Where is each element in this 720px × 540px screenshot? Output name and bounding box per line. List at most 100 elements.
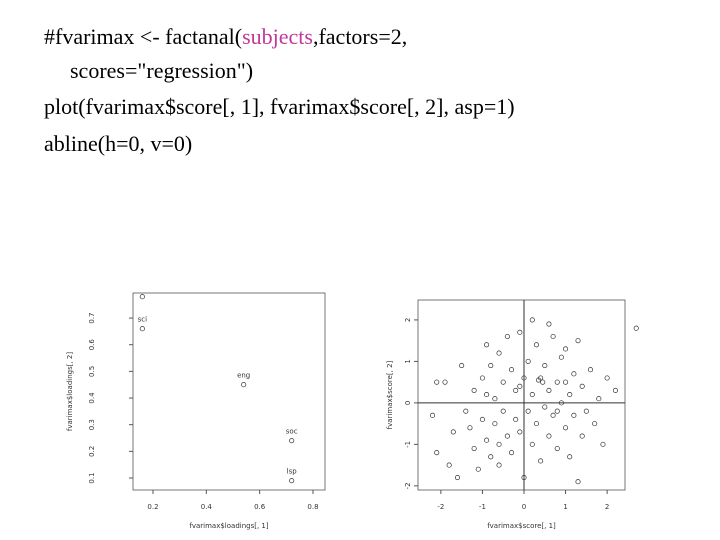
point	[529, 392, 535, 398]
point	[484, 437, 490, 443]
point	[471, 387, 477, 393]
point	[533, 342, 540, 348]
point	[508, 450, 515, 456]
point	[529, 441, 535, 447]
plot-box	[132, 292, 326, 491]
point	[434, 450, 440, 456]
point	[529, 317, 535, 323]
point	[571, 412, 577, 418]
x-axis-label: fvarimax$score[, 1]	[487, 522, 556, 530]
code-keyword: subjects	[242, 24, 313, 49]
point	[500, 408, 506, 414]
point	[517, 383, 523, 389]
point	[567, 392, 573, 398]
point	[604, 375, 610, 381]
x-tick-label: 1	[563, 503, 567, 511]
point	[475, 466, 481, 472]
point	[592, 421, 598, 427]
point-label: eng	[237, 372, 250, 380]
point	[563, 379, 569, 385]
point	[484, 342, 490, 348]
point	[517, 329, 523, 335]
point	[550, 333, 556, 340]
point	[517, 429, 523, 435]
point	[488, 362, 494, 369]
point	[139, 326, 145, 332]
point	[459, 362, 465, 369]
point	[488, 454, 494, 460]
point	[496, 350, 502, 356]
point	[429, 412, 436, 418]
point	[521, 375, 527, 381]
y-tick-label: 0.6	[88, 339, 96, 351]
point	[540, 379, 546, 385]
point	[563, 425, 569, 431]
point	[241, 382, 247, 388]
point	[492, 396, 498, 402]
point	[289, 478, 295, 484]
x-tick-label: 2	[605, 503, 609, 511]
point	[525, 358, 531, 364]
point-label: lsp	[287, 468, 298, 476]
point	[492, 421, 498, 427]
point	[434, 379, 440, 385]
point	[542, 362, 548, 369]
point	[508, 367, 515, 373]
point	[546, 433, 552, 439]
point	[538, 458, 544, 464]
point	[521, 475, 527, 481]
x-tick-label: -2	[437, 503, 444, 511]
y-tick-label: 0.7	[88, 312, 96, 323]
y-tick-label: 0	[404, 401, 412, 405]
x-axis-label: fvarimax$loadings[, 1]	[189, 522, 268, 530]
point	[504, 433, 510, 439]
x-tick-label: 0.6	[254, 503, 266, 511]
point	[463, 408, 469, 414]
point	[563, 346, 569, 352]
y-tick-label: 0.2	[88, 446, 96, 457]
point	[596, 396, 602, 402]
point	[575, 479, 581, 485]
point	[525, 408, 531, 414]
point	[575, 338, 581, 344]
point	[546, 321, 552, 327]
y-tick-label: 0.5	[88, 366, 96, 377]
point	[583, 408, 589, 414]
point	[446, 462, 452, 468]
point	[513, 416, 519, 423]
point	[533, 421, 540, 427]
point	[558, 354, 564, 360]
point	[289, 438, 295, 444]
point-label: soc	[286, 428, 298, 436]
x-tick-label: 0.2	[147, 503, 158, 511]
point	[600, 441, 606, 447]
code-text: #fvarimax <- factanal(	[44, 24, 243, 49]
point	[471, 445, 477, 452]
code-text: ,factors=2,	[312, 24, 408, 49]
point	[554, 379, 560, 385]
y-axis-label: fvarimax$loadings[, 2]	[66, 352, 74, 431]
point	[484, 392, 490, 398]
y-tick-label: 1	[404, 359, 412, 363]
y-tick-label: -1	[404, 441, 412, 448]
x-tick-label: -1	[479, 503, 486, 511]
point	[554, 445, 560, 452]
point	[535, 377, 542, 383]
code-line: abline(h=0, v=0)	[44, 131, 193, 156]
y-axis-label: fvarimax$score[, 2]	[386, 360, 394, 429]
x-tick-label: 0	[522, 503, 526, 511]
y-tick-label: 0.4	[88, 392, 96, 404]
point	[633, 325, 639, 331]
point-label: sci	[138, 316, 147, 324]
point	[546, 387, 552, 393]
code-line: plot(fvarimax$score[, 1], fvarimax$score…	[44, 94, 515, 119]
x-tick-label: 0.8	[307, 503, 318, 511]
point	[504, 333, 510, 340]
point	[450, 429, 456, 435]
point	[554, 408, 560, 414]
code-line: #fvarimax <- factanal(subjects,factors=2…	[44, 24, 407, 50]
point	[579, 383, 585, 389]
point	[571, 371, 577, 377]
